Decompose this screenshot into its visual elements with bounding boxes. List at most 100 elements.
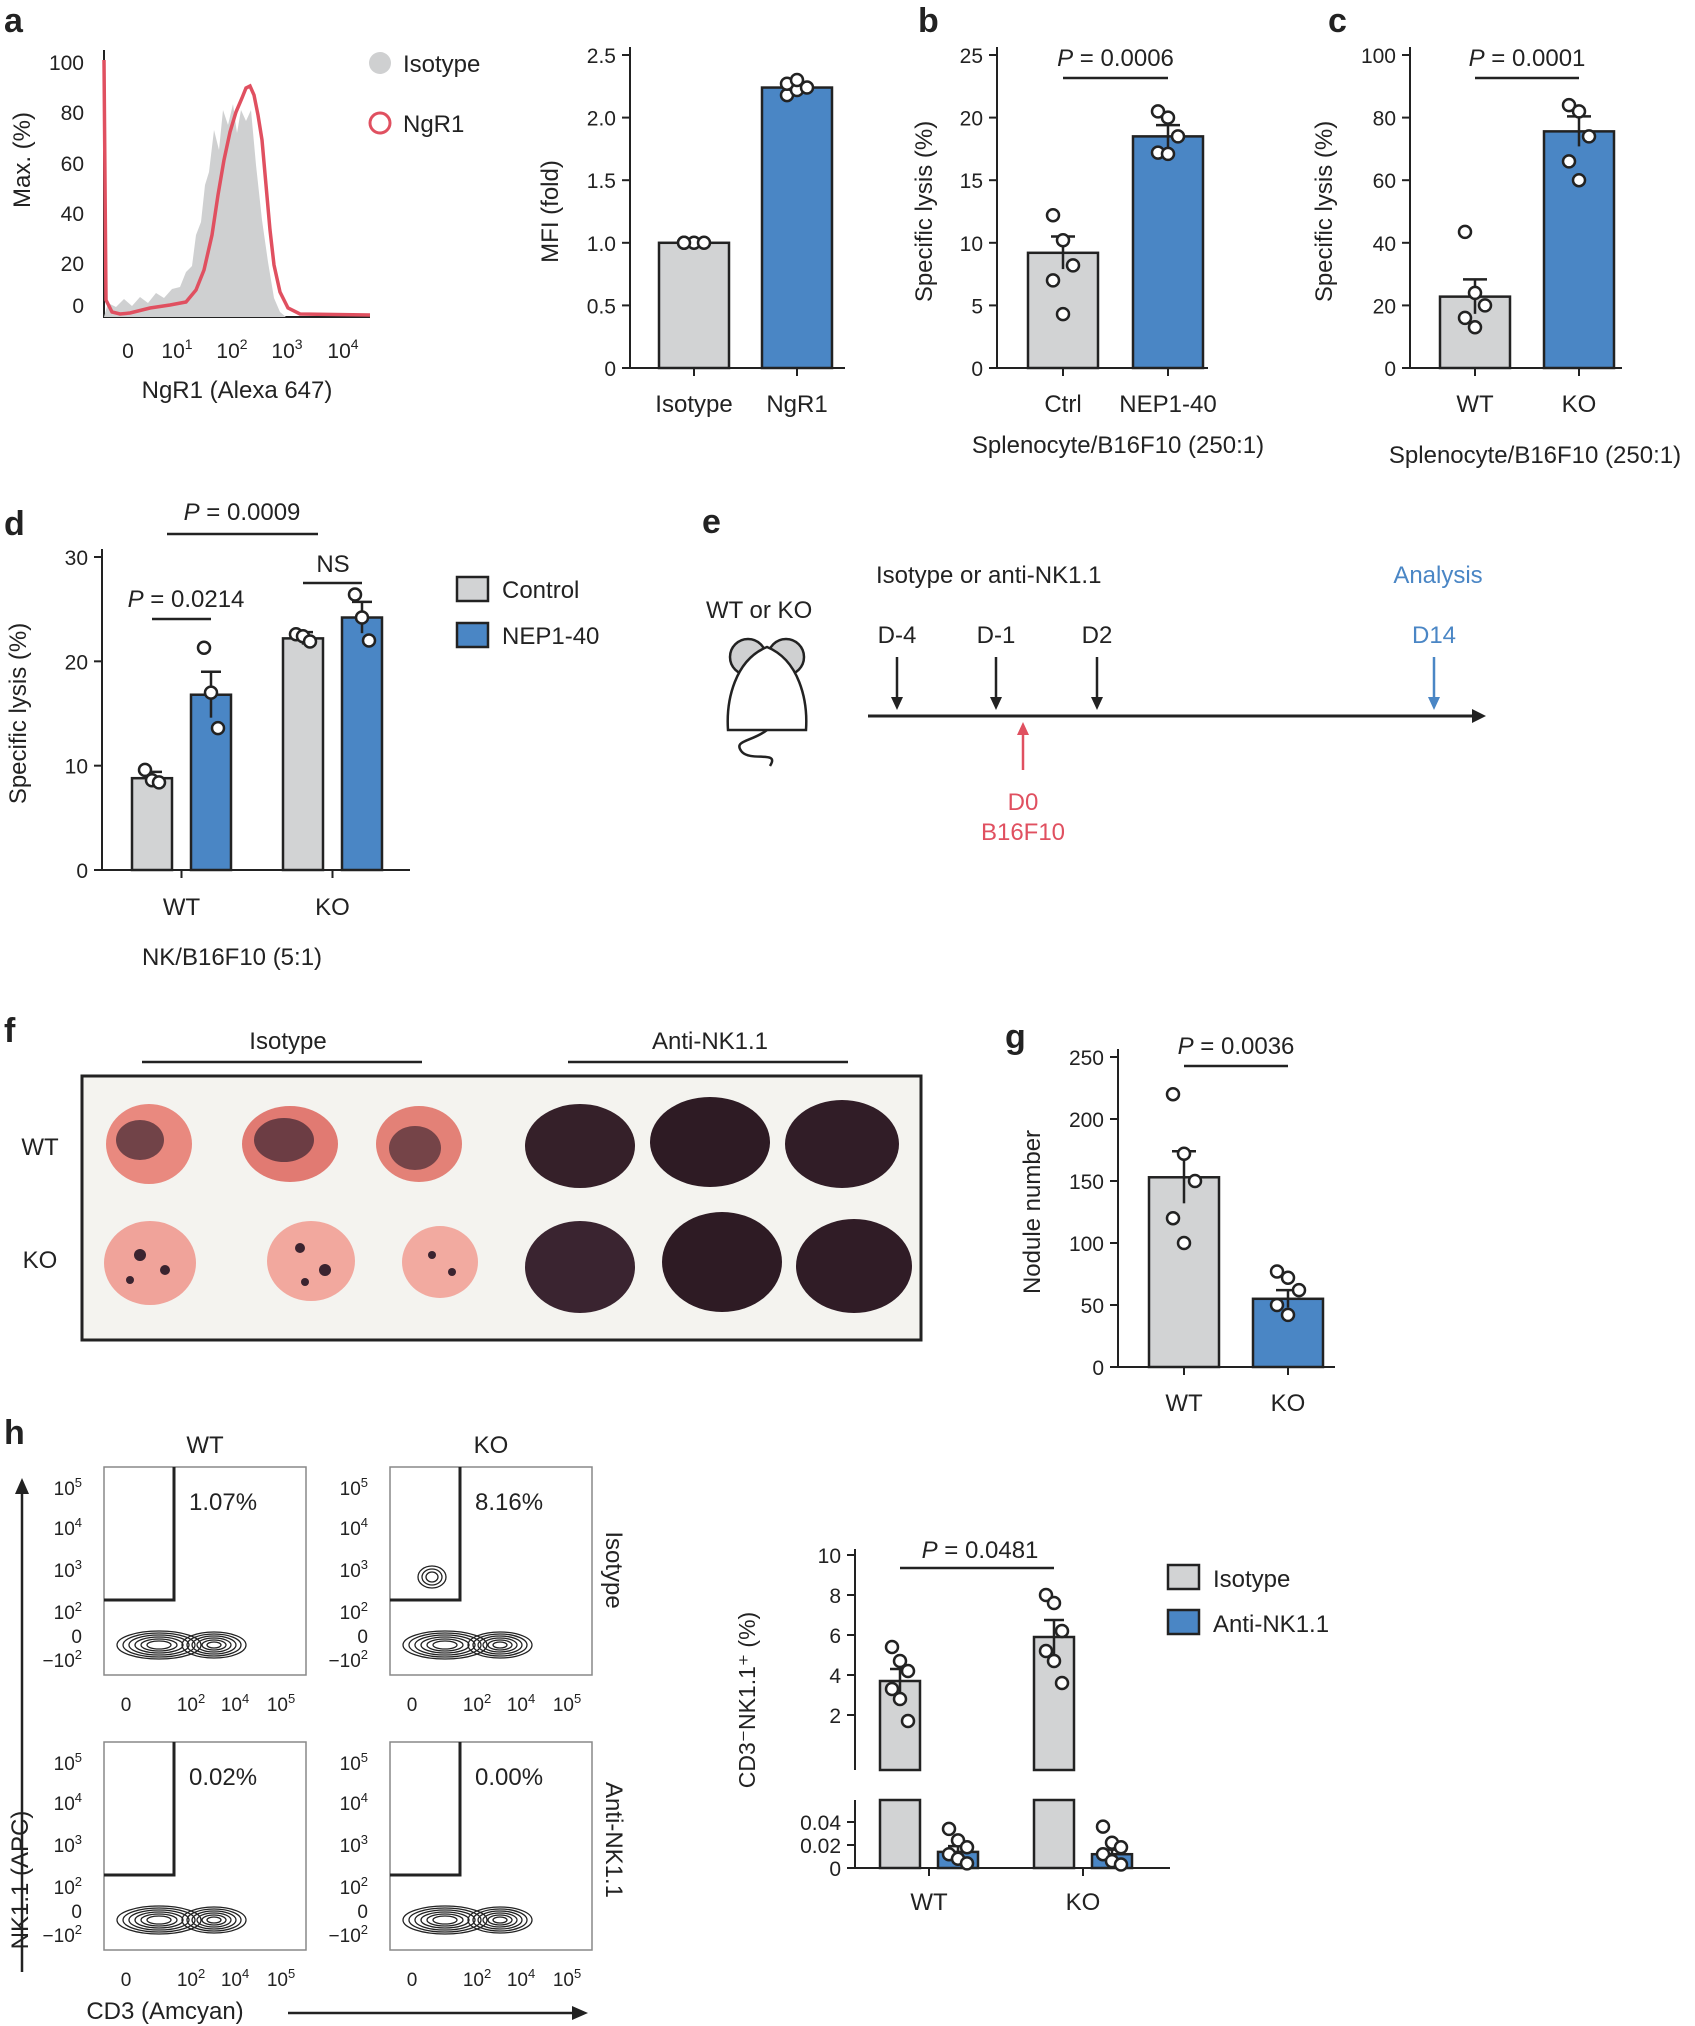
ytick-label: 1.5	[587, 170, 616, 193]
panel-label-a: a	[4, 2, 24, 40]
flow-ytick: 104	[54, 1515, 82, 1540]
bar	[657, 241, 731, 370]
flow-row-isotype: Isotype	[600, 1531, 627, 1608]
data-point	[210, 720, 226, 736]
hist-xtick: 104	[327, 336, 358, 363]
panel-label-g: g	[1005, 1018, 1026, 1056]
gate	[104, 1742, 176, 1877]
hist-ytick: 60	[61, 153, 84, 176]
flow-xtick: 0	[121, 1695, 132, 1716]
p-value: P = 0.0214	[128, 586, 245, 613]
lung	[650, 1097, 770, 1187]
contour	[128, 1634, 190, 1656]
data-point	[151, 775, 167, 790]
lung	[104, 1221, 196, 1305]
data-point	[676, 235, 692, 251]
ytick-label: 10	[960, 233, 983, 256]
flow-ytick: 104	[340, 1790, 368, 1815]
data-point	[1054, 1623, 1070, 1639]
contour	[426, 1913, 464, 1927]
panel-label-c: c	[1328, 2, 1347, 40]
flow-ytick: 0	[71, 1902, 82, 1923]
gate	[390, 1742, 462, 1877]
data-point	[1280, 1270, 1296, 1285]
lungs-wt-isotype	[106, 1104, 462, 1184]
legend-isotype-swatch	[369, 52, 391, 74]
contour	[402, 1630, 488, 1660]
hist-xticks: 0 101 102 103 104	[122, 336, 359, 363]
hist-xtick: 103	[271, 336, 302, 363]
category-label: Ctrl	[1044, 391, 1081, 418]
flow-ytick: 102	[340, 1874, 368, 1899]
data-point	[1160, 110, 1176, 125]
contour	[482, 1912, 518, 1928]
ytick-label: 20	[65, 651, 88, 674]
contour	[122, 1632, 196, 1658]
contour	[186, 1908, 242, 1932]
gate-percentage: 1.07%	[189, 1489, 257, 1516]
data-point	[1038, 1643, 1054, 1659]
flow-ylabel: NK1.1 (APC)	[7, 1811, 34, 1950]
ytick-label: 200	[1069, 1109, 1104, 1132]
p-value: P = 0.0036	[1178, 1033, 1295, 1060]
data-point	[1571, 172, 1587, 188]
ytick-label: 100	[1361, 45, 1396, 68]
contour	[206, 1641, 222, 1649]
category-label: KO	[1562, 391, 1597, 418]
flow-y-arrowhead	[15, 1478, 29, 1494]
panel-label-b: b	[918, 2, 939, 40]
ytick-label: 0	[604, 358, 616, 381]
bar	[760, 86, 834, 370]
panel-label-d: d	[4, 505, 25, 543]
category-label: KO	[1066, 1889, 1101, 1916]
flow-xtick: 105	[553, 1966, 581, 1991]
contour	[487, 1914, 513, 1926]
ytick-label: 15	[960, 170, 983, 193]
flow-xtick: 104	[221, 1966, 249, 1991]
data-point	[959, 1856, 975, 1871]
data-point	[354, 610, 370, 625]
flow-xtick: 105	[267, 1691, 295, 1716]
data-point	[1150, 104, 1166, 119]
panel-e-schematic: e WT or KO Isotype or anti-NK1.1 D-4 D-1…	[702, 503, 1486, 846]
data-point	[789, 72, 805, 88]
category-label: KO	[315, 894, 350, 921]
ytick-label: 0	[1092, 1357, 1104, 1380]
legend-label: Isotype	[1213, 1566, 1290, 1593]
ytick-label: 25	[960, 45, 983, 68]
data-point	[1176, 1235, 1192, 1251]
contour	[146, 1640, 172, 1650]
xlabel: NK/B16F10 (5:1)	[142, 944, 322, 971]
lung	[785, 1100, 899, 1188]
panel-g-bar: 0 50 100 150 200 250 Nodule number WT KO P = 0.00…	[1019, 1033, 1335, 1417]
plot-frame	[103, 1741, 307, 1951]
data-point	[1055, 233, 1071, 248]
ytick-label: 20	[1373, 295, 1396, 318]
data-point	[1269, 1297, 1285, 1313]
hist-yticks: 100 80 60 40 20 0	[49, 52, 84, 318]
contour	[482, 1637, 518, 1653]
flow-ytick: −102	[43, 1922, 82, 1947]
hist-ytick: 0	[72, 295, 84, 318]
flow-ytick: 0	[357, 1627, 368, 1648]
category-label: KO	[1271, 1390, 1306, 1417]
hist-ngr1-line	[102, 59, 371, 317]
mouse-icon	[726, 637, 808, 767]
legend-swatch	[455, 621, 490, 649]
flow-ytick: 0	[71, 1627, 82, 1648]
data-point	[1046, 1595, 1062, 1611]
contour	[181, 1906, 247, 1934]
panel-h-flow: h WT KO Isotype Anti-NK1.1 NK1.1 (APC) C…	[4, 1414, 627, 2025]
data-point	[900, 1713, 916, 1729]
panel-f-photo: f Isotype Anti-NK1.1 WT KO	[4, 1012, 923, 1342]
data-point	[1176, 1146, 1192, 1161]
data-point	[941, 1821, 957, 1837]
contour	[420, 1636, 470, 1654]
p-value: P = 0.0009	[184, 499, 301, 526]
lung	[525, 1221, 635, 1313]
gate	[390, 1467, 462, 1602]
contour	[472, 1633, 528, 1657]
contour	[116, 1630, 202, 1660]
